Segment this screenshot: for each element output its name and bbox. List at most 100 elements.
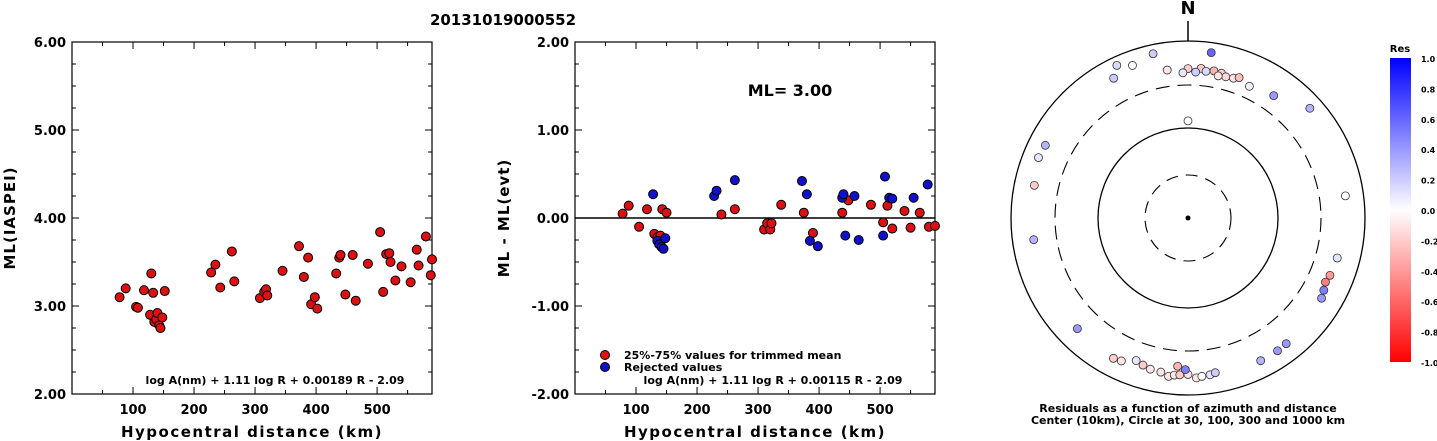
station-point xyxy=(1108,353,1118,363)
station-point xyxy=(1180,365,1190,375)
data-point xyxy=(114,292,125,303)
data-point xyxy=(146,268,157,279)
station-point xyxy=(1072,324,1082,334)
polar-points xyxy=(1029,48,1350,383)
data-point xyxy=(375,227,386,238)
colorbar-tick-label: -0.2 xyxy=(1421,237,1437,246)
y-tick-label: -1.00 xyxy=(532,300,569,315)
data-point xyxy=(899,205,910,216)
data-point xyxy=(914,207,925,218)
data-point xyxy=(878,230,889,241)
station-point xyxy=(1029,180,1039,190)
y-tick-label: 2.00 xyxy=(537,36,569,51)
y-tick-label: 5.00 xyxy=(34,124,66,139)
data-point xyxy=(716,209,727,220)
y-tick-label: 3.00 xyxy=(34,300,66,315)
data-point xyxy=(617,208,628,219)
station-point xyxy=(1040,140,1050,150)
y-tick-label: 1.00 xyxy=(537,124,569,139)
plot2-x-ticks: 100 200 300 400 500 xyxy=(605,42,912,418)
y-tick-label: -2.00 xyxy=(532,388,569,403)
data-point xyxy=(303,252,314,263)
data-point xyxy=(623,200,634,211)
data-point xyxy=(642,204,652,215)
data-point xyxy=(887,193,898,204)
data-point xyxy=(837,207,848,218)
data-point xyxy=(347,249,358,260)
data-point xyxy=(120,283,131,294)
data-point xyxy=(801,189,812,200)
plot1-formula: log A(nm) + 1.11 log R + 0.00189 R - 2.0… xyxy=(146,374,405,387)
station-point xyxy=(1273,346,1282,356)
data-point xyxy=(804,235,815,246)
outer-ring-1000km xyxy=(1010,40,1366,396)
ml-residual-plot: -2.00 -1.00 0.00 1.00 2.00 100 200 300 400 500 M… xyxy=(495,36,940,441)
station-point xyxy=(1148,49,1158,59)
station-point xyxy=(1178,68,1188,78)
data-point xyxy=(887,223,898,234)
data-point xyxy=(908,192,919,203)
station-point xyxy=(1034,153,1043,162)
colorbar-tick-label: -0.4 xyxy=(1421,268,1437,277)
station-point xyxy=(1112,60,1122,70)
station-point xyxy=(1281,339,1291,349)
data-point xyxy=(648,189,659,200)
data-point xyxy=(812,241,823,252)
colorbar-tick-label: 0.8 xyxy=(1421,85,1436,94)
data-point xyxy=(405,277,416,288)
colorbar-tick-label: -1.0 xyxy=(1421,359,1437,368)
data-point xyxy=(262,290,273,301)
station-point xyxy=(1138,360,1148,370)
x-tick-label: 500 xyxy=(867,403,894,418)
y-tick-label: 2.00 xyxy=(34,388,66,403)
x-tick-label: 100 xyxy=(119,403,146,418)
y-tick-label: 0.00 xyxy=(537,212,569,227)
station-point xyxy=(1213,71,1223,81)
data-point xyxy=(865,199,876,210)
data-point xyxy=(157,312,168,323)
data-point xyxy=(922,179,933,190)
data-point xyxy=(853,235,864,245)
station-point xyxy=(1210,368,1220,378)
station-point xyxy=(1317,293,1326,303)
colorbar-tick-label: -0.8 xyxy=(1421,329,1437,338)
plot1-xlabel: Hypocentral distance (km) xyxy=(121,423,383,441)
colorbar-ticks: 1.0 0.8 0.6 0.4 0.2 0.0 -0.2 -0.4 -0.6 -0.8 -1.0 xyxy=(1421,55,1437,368)
data-point xyxy=(930,220,940,231)
azimuth-distance-plot: N Residuals as a function of azimuth and… xyxy=(1010,0,1366,427)
x-tick-label: 300 xyxy=(241,403,268,418)
data-point xyxy=(879,171,890,182)
colorbar-tick-label: 0.2 xyxy=(1421,177,1435,186)
data-point xyxy=(634,221,645,232)
plot2-formula: log A(nm) + 1.11 log R + 0.00115 R - 2.0… xyxy=(644,374,903,387)
plot2-points xyxy=(617,171,940,254)
y-tick-label: 4.00 xyxy=(34,212,66,227)
plot1-points xyxy=(114,227,437,333)
data-point xyxy=(331,268,342,279)
plot2-xlabel: Hypocentral distance (km) xyxy=(624,423,886,441)
legend-label-trimmed: 25%-75% values for trimmed mean xyxy=(624,349,841,362)
station-point xyxy=(1128,61,1137,70)
station-point xyxy=(1201,66,1211,76)
plot1-x-ticks: 100 200 300 400 500 xyxy=(102,42,409,418)
data-point xyxy=(293,241,304,252)
data-point xyxy=(411,244,422,255)
data-point xyxy=(420,231,431,242)
data-point xyxy=(427,254,437,265)
data-point xyxy=(390,275,401,286)
x-tick-label: 500 xyxy=(364,403,391,418)
data-point xyxy=(148,287,159,298)
data-point xyxy=(729,204,740,215)
colorbar-tick-label: 0.6 xyxy=(1421,116,1436,125)
data-point xyxy=(335,249,346,260)
station-point xyxy=(1269,91,1279,101)
data-point xyxy=(206,267,217,278)
data-point xyxy=(385,257,396,267)
data-point xyxy=(215,282,226,293)
station-point xyxy=(1325,270,1335,280)
ring-300km xyxy=(1054,84,1322,352)
data-point xyxy=(226,246,237,257)
data-point xyxy=(766,218,777,229)
station-point xyxy=(1173,361,1183,371)
